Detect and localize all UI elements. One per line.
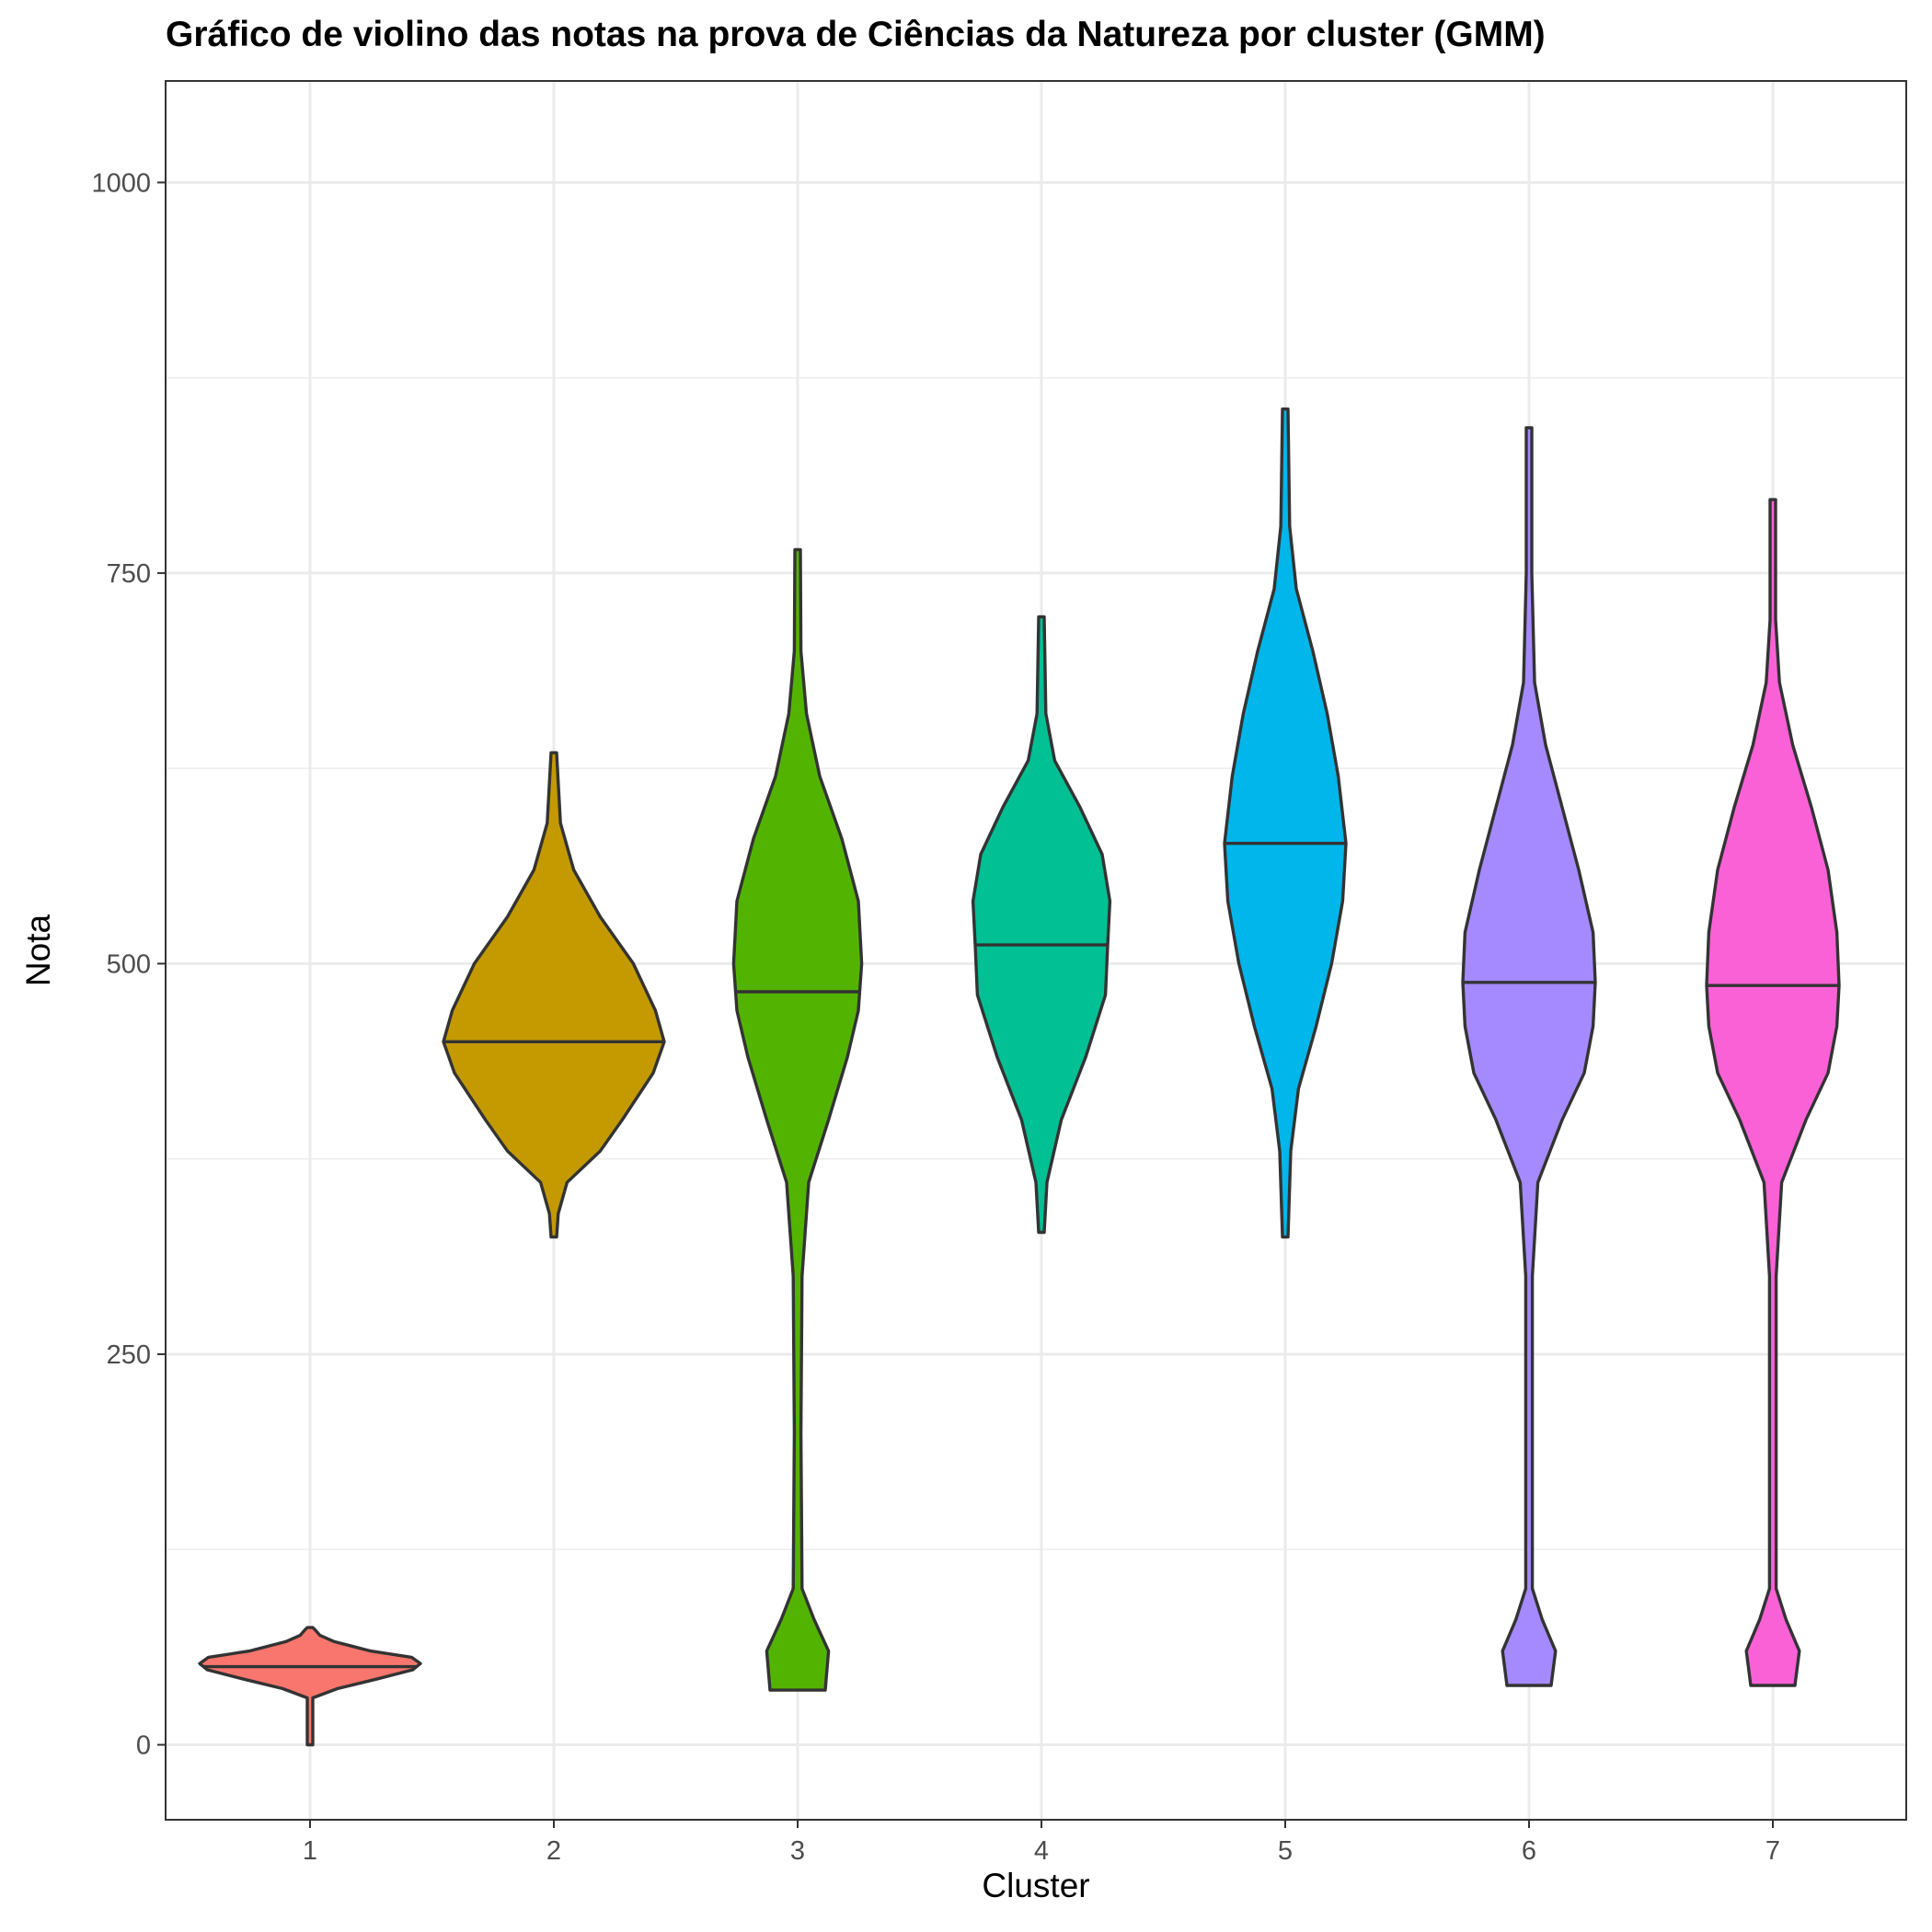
violin-layer (198, 407, 1841, 1747)
x-axis-title: Cluster (982, 1867, 1089, 1904)
x-tick-label: 1 (303, 1836, 317, 1866)
x-tick-label: 4 (1034, 1836, 1049, 1866)
violin-7 (1705, 498, 1841, 1687)
x-tick-label: 5 (1278, 1836, 1293, 1866)
violin-5 (1223, 407, 1348, 1239)
x-axis: 1 2 3 4 5 6 7 (303, 1820, 1780, 1866)
y-axis-title: Nota (19, 914, 57, 987)
violin-3 (731, 547, 864, 1692)
panel-border (165, 80, 1907, 1821)
violin-6 (1461, 426, 1597, 1687)
violin-4 (971, 615, 1112, 1235)
x-tick-label: 7 (1765, 1836, 1780, 1866)
violin-1 (198, 1626, 422, 1747)
violin-2 (442, 751, 666, 1239)
x-tick-label: 2 (546, 1836, 561, 1866)
x-tick-label: 6 (1522, 1836, 1536, 1866)
y-tick-label: 250 (107, 1340, 151, 1370)
y-tick-label: 500 (107, 949, 151, 979)
y-axis: 0 250 500 750 1000 (91, 168, 166, 1760)
y-tick-label: 1000 (91, 168, 151, 198)
chart-title: Gráfico de violino das notas na prova de… (166, 15, 1546, 54)
x-tick-label: 3 (790, 1836, 805, 1866)
y-tick-label: 0 (136, 1731, 151, 1760)
y-tick-label: 750 (107, 559, 151, 589)
